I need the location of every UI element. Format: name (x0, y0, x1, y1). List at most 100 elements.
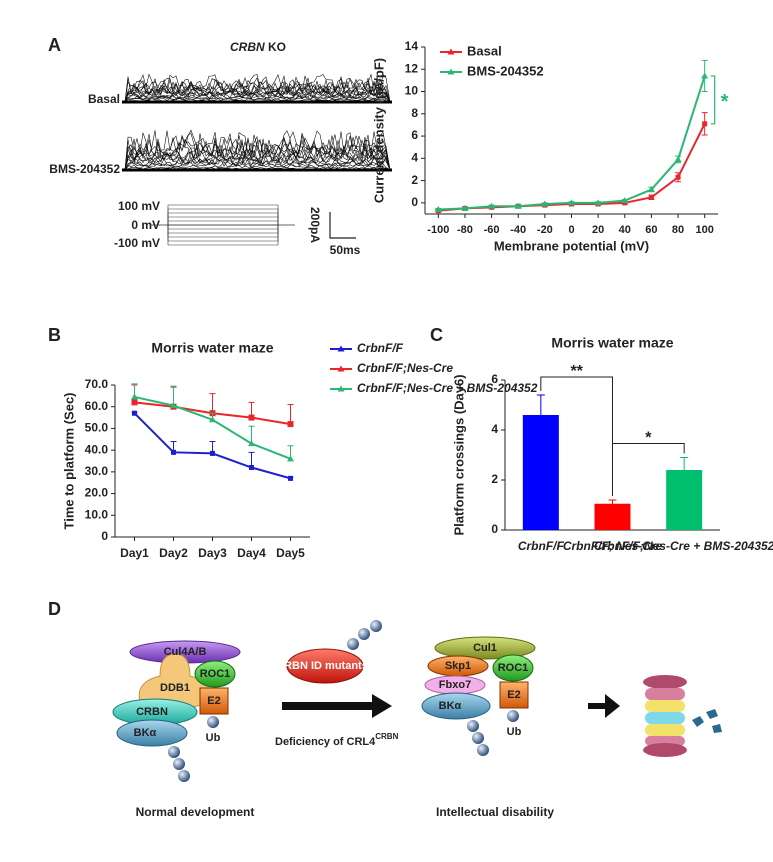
point (171, 449, 176, 455)
point (288, 475, 293, 481)
point (647, 186, 655, 193)
trace (124, 77, 391, 103)
trace (124, 134, 391, 171)
y-tick-label: 4 (411, 151, 418, 165)
point (514, 202, 522, 209)
x-tick-label: -80 (457, 224, 473, 236)
point (434, 206, 442, 213)
chart-title: Morris water maze (151, 340, 273, 356)
protein-label: Cul1 (473, 642, 497, 654)
point (488, 202, 496, 209)
ub-ball (347, 638, 359, 650)
bracket (612, 443, 685, 496)
protein-label: Skp1 (445, 660, 471, 672)
trace (124, 167, 391, 171)
protocol-label: -100 mV (114, 236, 160, 250)
point (675, 174, 681, 180)
title-rest: KO (265, 40, 286, 54)
step (167, 225, 279, 246)
y-tick-label: 50.0 (85, 421, 109, 435)
trace (124, 90, 391, 103)
x-tick-label: -60 (484, 224, 500, 236)
trace (124, 164, 391, 171)
y-tick-label: 10 (405, 84, 419, 98)
x-tick-label: Day3 (198, 546, 227, 560)
point (249, 465, 254, 471)
y-tick-label: 14 (405, 39, 419, 53)
ub-ball (168, 746, 180, 758)
protein-label: Ub (206, 732, 221, 744)
x-tick-label: CrbnF/F; Nes-Cre (563, 539, 663, 553)
legend-label: BMS-204352 (467, 63, 544, 78)
step (167, 225, 279, 230)
y-tick-label: 2 (491, 472, 498, 486)
error-bar (536, 394, 545, 415)
trace (124, 156, 391, 171)
legend-marker (337, 365, 345, 372)
legend-marker (337, 385, 345, 392)
bracket (710, 75, 716, 125)
panel-label: D (48, 599, 61, 619)
y-tick-label: 4 (491, 422, 498, 436)
x-tick-label: 40 (619, 224, 631, 236)
ub-ball (472, 732, 484, 744)
protocol-label: 100 mV (118, 199, 160, 213)
shape (434, 636, 536, 660)
annotation: * (645, 430, 652, 447)
ub-ball (358, 628, 370, 640)
error-bar (608, 499, 617, 504)
x-tick-label: CrbnF/F (518, 539, 565, 553)
point (541, 200, 549, 207)
arrow (588, 694, 620, 718)
ub-ball (173, 758, 185, 770)
mutant-label: CRBN ID mutants (276, 660, 368, 672)
panel-label: C (430, 325, 443, 345)
x-tick-label: -100 (427, 224, 449, 236)
protocol (150, 204, 295, 246)
scale-x: 50ms (330, 243, 361, 257)
protocol-label: 0 mV (131, 218, 160, 232)
point (131, 399, 138, 406)
protein-label: BKα (134, 727, 157, 739)
point (248, 440, 255, 447)
shape (194, 660, 236, 688)
traces (122, 73, 392, 172)
protein-label: CRBN (136, 706, 168, 718)
trace (124, 78, 391, 103)
trace (124, 86, 391, 103)
annotation: * (721, 91, 729, 113)
shape (116, 719, 188, 747)
point (210, 450, 215, 456)
error-bar (209, 393, 216, 414)
x-tick-label: Day2 (159, 546, 188, 560)
error-bar (680, 457, 689, 470)
bar (522, 415, 559, 530)
point (648, 194, 654, 200)
y-label: Platform crossings (Day6) (451, 374, 466, 535)
bracket (540, 376, 613, 496)
point (461, 204, 469, 211)
scale-y: 200pA (308, 207, 322, 243)
arrow (282, 694, 392, 718)
trace (124, 73, 391, 103)
protein-label: Ub (507, 726, 522, 738)
x-tick-label: 100 (696, 224, 714, 236)
ub-ball (507, 710, 519, 722)
y-tick-label: 20.0 (85, 486, 109, 500)
error-bar (248, 451, 255, 468)
x-tick-label: Day1 (120, 546, 149, 560)
point (287, 455, 294, 462)
protein-label: DDB1 (160, 682, 190, 694)
legend-marker (447, 68, 455, 75)
protein-label: Fbxo7 (439, 679, 471, 691)
trace (124, 132, 391, 171)
trace-title: CRBN KO (230, 40, 286, 54)
trace (124, 80, 391, 103)
legend-label: Basal (467, 43, 502, 58)
point (287, 421, 294, 428)
caption: Intellectual disability (436, 805, 554, 819)
ub-ball (370, 620, 382, 632)
y-tick-label: 30.0 (85, 464, 109, 478)
legend-label: CrbnF/F;Nes-Cre + BMS-204352 (357, 381, 538, 395)
protein-label: E2 (207, 695, 220, 707)
